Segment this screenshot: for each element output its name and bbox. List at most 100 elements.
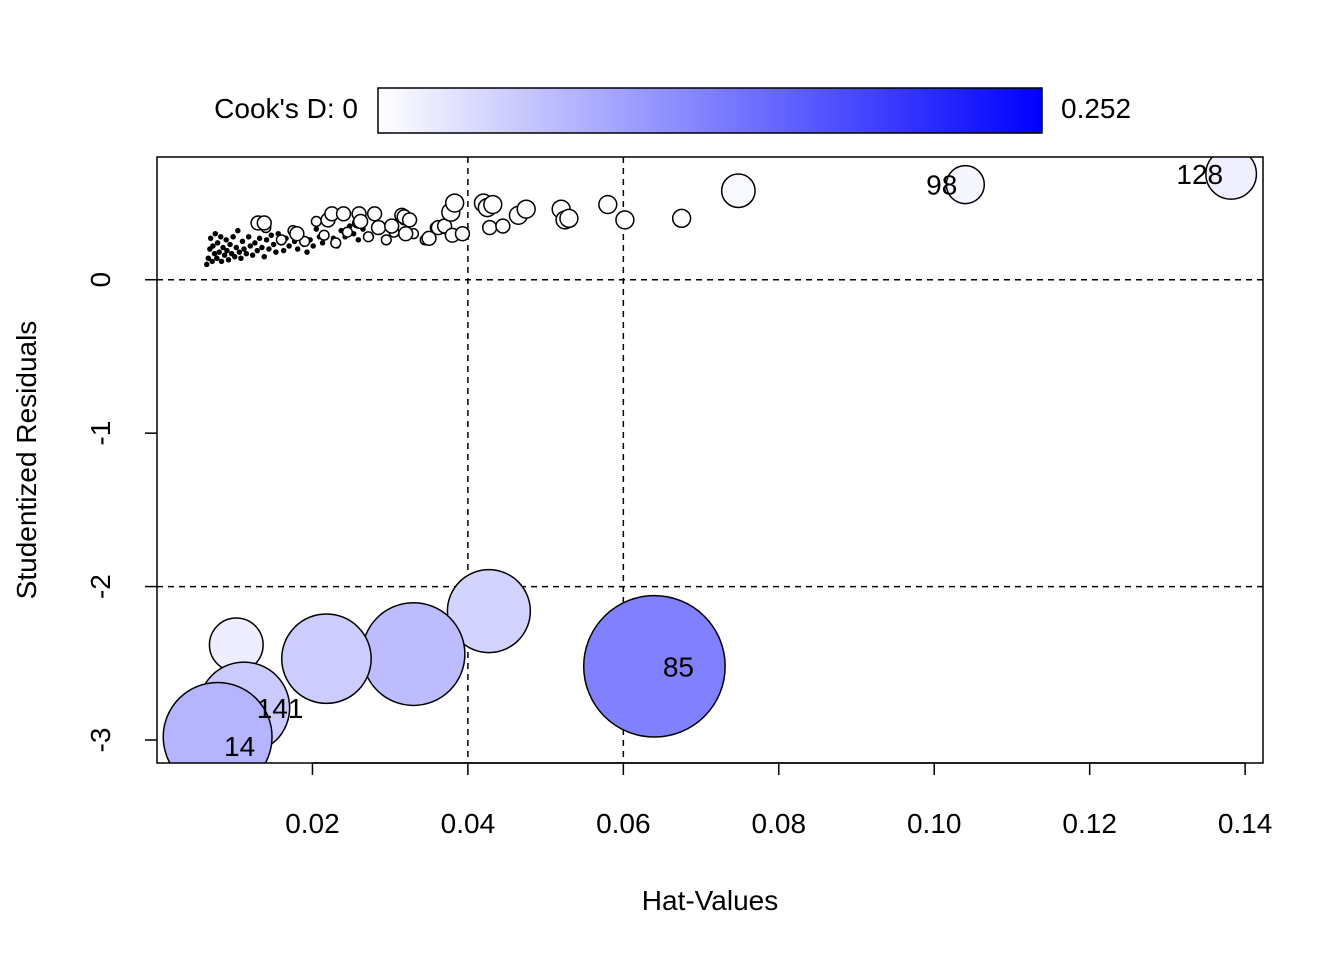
data-point [239, 238, 246, 245]
point-label-141: 141 [257, 693, 304, 724]
data-point [212, 230, 219, 237]
data-point [370, 219, 387, 236]
data-point [945, 164, 986, 205]
data-point [254, 247, 261, 254]
data-point [245, 234, 252, 240]
data-point [444, 193, 465, 213]
data-point [273, 249, 279, 255]
data-point [286, 243, 292, 249]
data-point [355, 237, 362, 243]
data-point [330, 237, 342, 249]
data-point [380, 234, 392, 246]
data-point [233, 244, 240, 251]
data-point [268, 232, 275, 238]
data-point [294, 246, 301, 252]
x-axis: 0.02 0.04 0.06 0.08 0.10 0.12 0.14 [285, 762, 1273, 839]
data-point [454, 226, 471, 242]
data-point [598, 194, 618, 215]
data-point [241, 246, 247, 252]
data-point [263, 237, 270, 243]
reference-lines [157, 157, 1263, 763]
point-label-98: 98 [926, 170, 957, 201]
point-label-85: 85 [663, 651, 694, 682]
data-point [362, 231, 375, 243]
data-point [483, 194, 503, 215]
data-point [223, 237, 229, 243]
data-point [671, 208, 692, 229]
data-point [207, 235, 214, 242]
cooks-d-legend: Cook's D: 0 0.252 [214, 87, 1131, 134]
data-point [582, 594, 726, 738]
data-point [225, 257, 232, 263]
data-point [216, 249, 222, 255]
data-point [162, 681, 273, 763]
data-point [228, 250, 235, 257]
data-point [256, 235, 263, 242]
data-point [261, 253, 268, 260]
data-point [310, 215, 322, 228]
data-point [1205, 157, 1258, 200]
y-tick-label: 0 [85, 272, 116, 288]
y-tick-label: -2 [85, 574, 116, 599]
data-point [398, 226, 414, 242]
data-point [209, 258, 215, 265]
data-point [247, 243, 254, 249]
data-point [266, 246, 272, 252]
y-tick-label: -1 [85, 421, 116, 446]
data-point [252, 240, 258, 246]
data-point [310, 243, 316, 249]
x-tick-label: 0.06 [596, 808, 651, 839]
data-point [249, 252, 256, 258]
data-point [227, 241, 233, 248]
data-point [238, 255, 244, 262]
data-point [341, 226, 354, 238]
data-point [236, 249, 243, 255]
data-point [214, 255, 220, 262]
data-point [203, 261, 210, 268]
x-tick-label: 0.04 [441, 808, 496, 839]
data-point [270, 241, 277, 248]
data-point [289, 226, 305, 242]
data-point [259, 244, 265, 251]
point-label-128: 128 [1176, 159, 1223, 190]
legend-max-label: 0.252 [1061, 93, 1131, 124]
data-point [230, 234, 236, 240]
data-point [211, 250, 218, 257]
data-point [205, 255, 212, 262]
point-label-14: 14 [224, 731, 255, 762]
x-tick-label: 0.02 [285, 808, 340, 839]
data-point [421, 230, 437, 246]
data-point [280, 247, 287, 254]
data-point [366, 206, 383, 222]
y-axis-label: Studentized Residuals [11, 321, 42, 600]
data-point [221, 252, 228, 258]
data-point [224, 247, 230, 254]
x-tick-label: 0.12 [1062, 808, 1117, 839]
data-point [361, 601, 466, 707]
data-point [304, 249, 310, 255]
data-point [318, 229, 330, 241]
data-point [280, 613, 372, 705]
data-point [401, 212, 418, 228]
data-point [481, 219, 498, 236]
x-tick-label: 0.14 [1218, 808, 1273, 839]
data-point [319, 240, 326, 246]
data-point [218, 258, 225, 265]
data-point [516, 199, 536, 219]
data-point [720, 173, 756, 209]
data-point [207, 246, 213, 252]
data-point [559, 208, 579, 229]
data-point [214, 240, 221, 246]
data-point [235, 227, 241, 234]
legend-min-label: Cook's D: 0 [214, 93, 358, 124]
data-point [275, 234, 288, 246]
data-point [495, 218, 511, 234]
y-tick-label: -3 [85, 728, 116, 753]
data-point [615, 210, 635, 230]
legend-gradient-bar [377, 87, 1043, 134]
data-point [384, 218, 400, 234]
data-point [335, 206, 352, 222]
y-axis: 0 -1 -2 -3 [85, 272, 157, 752]
